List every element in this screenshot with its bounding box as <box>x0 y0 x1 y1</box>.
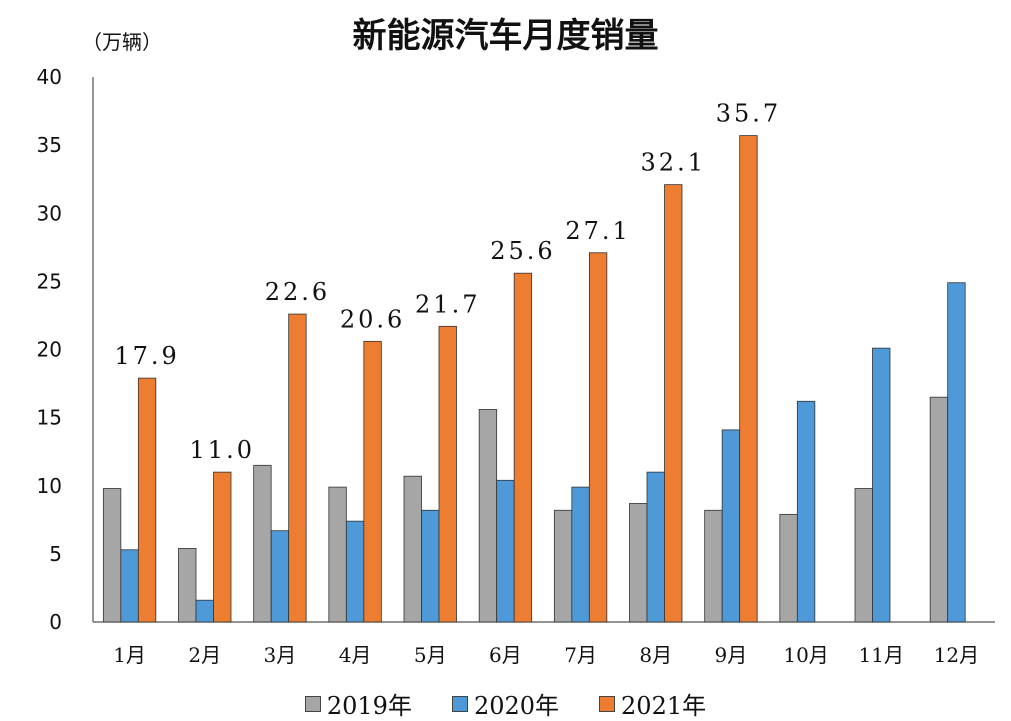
bar-2020年-1月 <box>120 549 139 623</box>
y-tick-label: 5 <box>49 542 62 566</box>
x-tick-label: 6月 <box>489 643 522 667</box>
bar-2019年-6月 <box>478 409 498 623</box>
bar-2020年-4月 <box>345 520 365 623</box>
bar-2019年-2月 <box>178 548 197 623</box>
bar-2019年-1月 <box>102 488 122 623</box>
data-label: 32.1 <box>641 149 706 177</box>
legend-item: 2021年 <box>599 686 706 721</box>
y-tick-label: 25 <box>37 269 62 293</box>
data-label: 27.1 <box>565 217 630 245</box>
data-label: 35.7 <box>716 100 781 128</box>
bar-2020年-2月 <box>195 599 214 623</box>
bar-2019年-9月 <box>704 509 723 623</box>
bar-2019年-5月 <box>403 475 422 623</box>
bar-2019年-8月 <box>629 503 648 623</box>
bar-2019年-4月 <box>328 486 347 623</box>
data-label: 11.0 <box>190 436 255 464</box>
bar-2020年-9月 <box>721 429 741 623</box>
y-tick-label: 40 <box>37 65 62 89</box>
data-label: 25.6 <box>490 237 555 265</box>
bar-2021年-6月 <box>513 272 533 623</box>
x-tick-label: 11月 <box>859 643 904 667</box>
y-tick-label: 0 <box>49 610 62 634</box>
x-tick-label: 12月 <box>934 643 979 667</box>
legend-item: 2019年 <box>304 686 412 721</box>
bar-2020年-12月 <box>947 282 966 623</box>
bar-2021年-1月 <box>137 377 157 623</box>
x-tick-label: 5月 <box>414 643 447 667</box>
y-tick-label: 20 <box>37 338 62 362</box>
y-tick-label: 35 <box>37 133 62 157</box>
bar-2021年-9月 <box>739 135 758 623</box>
chart-title: 新能源汽车月度销量 <box>352 16 659 56</box>
bar-2019年-11月 <box>854 488 873 623</box>
data-label: 20.6 <box>340 305 405 333</box>
legend-swatch <box>304 695 321 712</box>
legend-label: 2019年 <box>326 692 412 720</box>
bar-2020年-11月 <box>872 347 891 623</box>
legend-item: 2020年 <box>451 686 560 721</box>
data-label: 17.9 <box>114 342 179 370</box>
y-axis-unit: （万辆） <box>82 30 162 54</box>
bar-2020年-10月 <box>796 400 816 623</box>
bar-2019年-10月 <box>779 513 798 623</box>
legend-swatch <box>451 695 468 712</box>
bar-2019年-12月 <box>929 396 949 623</box>
bar-2019年-7月 <box>553 509 573 623</box>
x-tick-label: 10月 <box>783 643 828 667</box>
x-tick-label: 2月 <box>188 643 221 667</box>
bar-2021年-8月 <box>664 184 683 623</box>
bar-2019年-3月 <box>253 464 272 623</box>
bar-2020年-3月 <box>270 530 290 623</box>
bar-2020年-7月 <box>571 486 590 623</box>
bar-2021年-2月 <box>213 471 232 623</box>
y-tick-label: 30 <box>37 201 62 225</box>
x-tick-label: 1月 <box>113 643 146 667</box>
x-tick-label: 3月 <box>264 643 297 667</box>
data-label: 22.6 <box>265 278 330 306</box>
bar-2020年-8月 <box>646 471 665 623</box>
x-tick-label: 7月 <box>564 643 597 667</box>
bar-2021年-4月 <box>363 340 382 623</box>
bar-2020年-6月 <box>496 479 515 623</box>
bar-2020年-5月 <box>421 509 440 623</box>
legend: 2019年 2020年 2021年 <box>0 686 1011 721</box>
y-tick-label: 10 <box>37 474 62 498</box>
data-label: 21.7 <box>415 290 480 318</box>
bar-2021年-3月 <box>288 313 307 623</box>
y-tick-label: 15 <box>37 406 62 430</box>
bar-2021年-7月 <box>588 252 608 623</box>
x-tick-label: 9月 <box>715 643 748 667</box>
x-tick-label: 8月 <box>639 643 672 667</box>
legend-swatch <box>599 695 616 712</box>
legend-label: 2020年 <box>473 692 560 720</box>
x-tick-label: 4月 <box>339 643 372 667</box>
bar-2021年-5月 <box>438 325 457 623</box>
legend-label: 2021年 <box>621 692 707 720</box>
